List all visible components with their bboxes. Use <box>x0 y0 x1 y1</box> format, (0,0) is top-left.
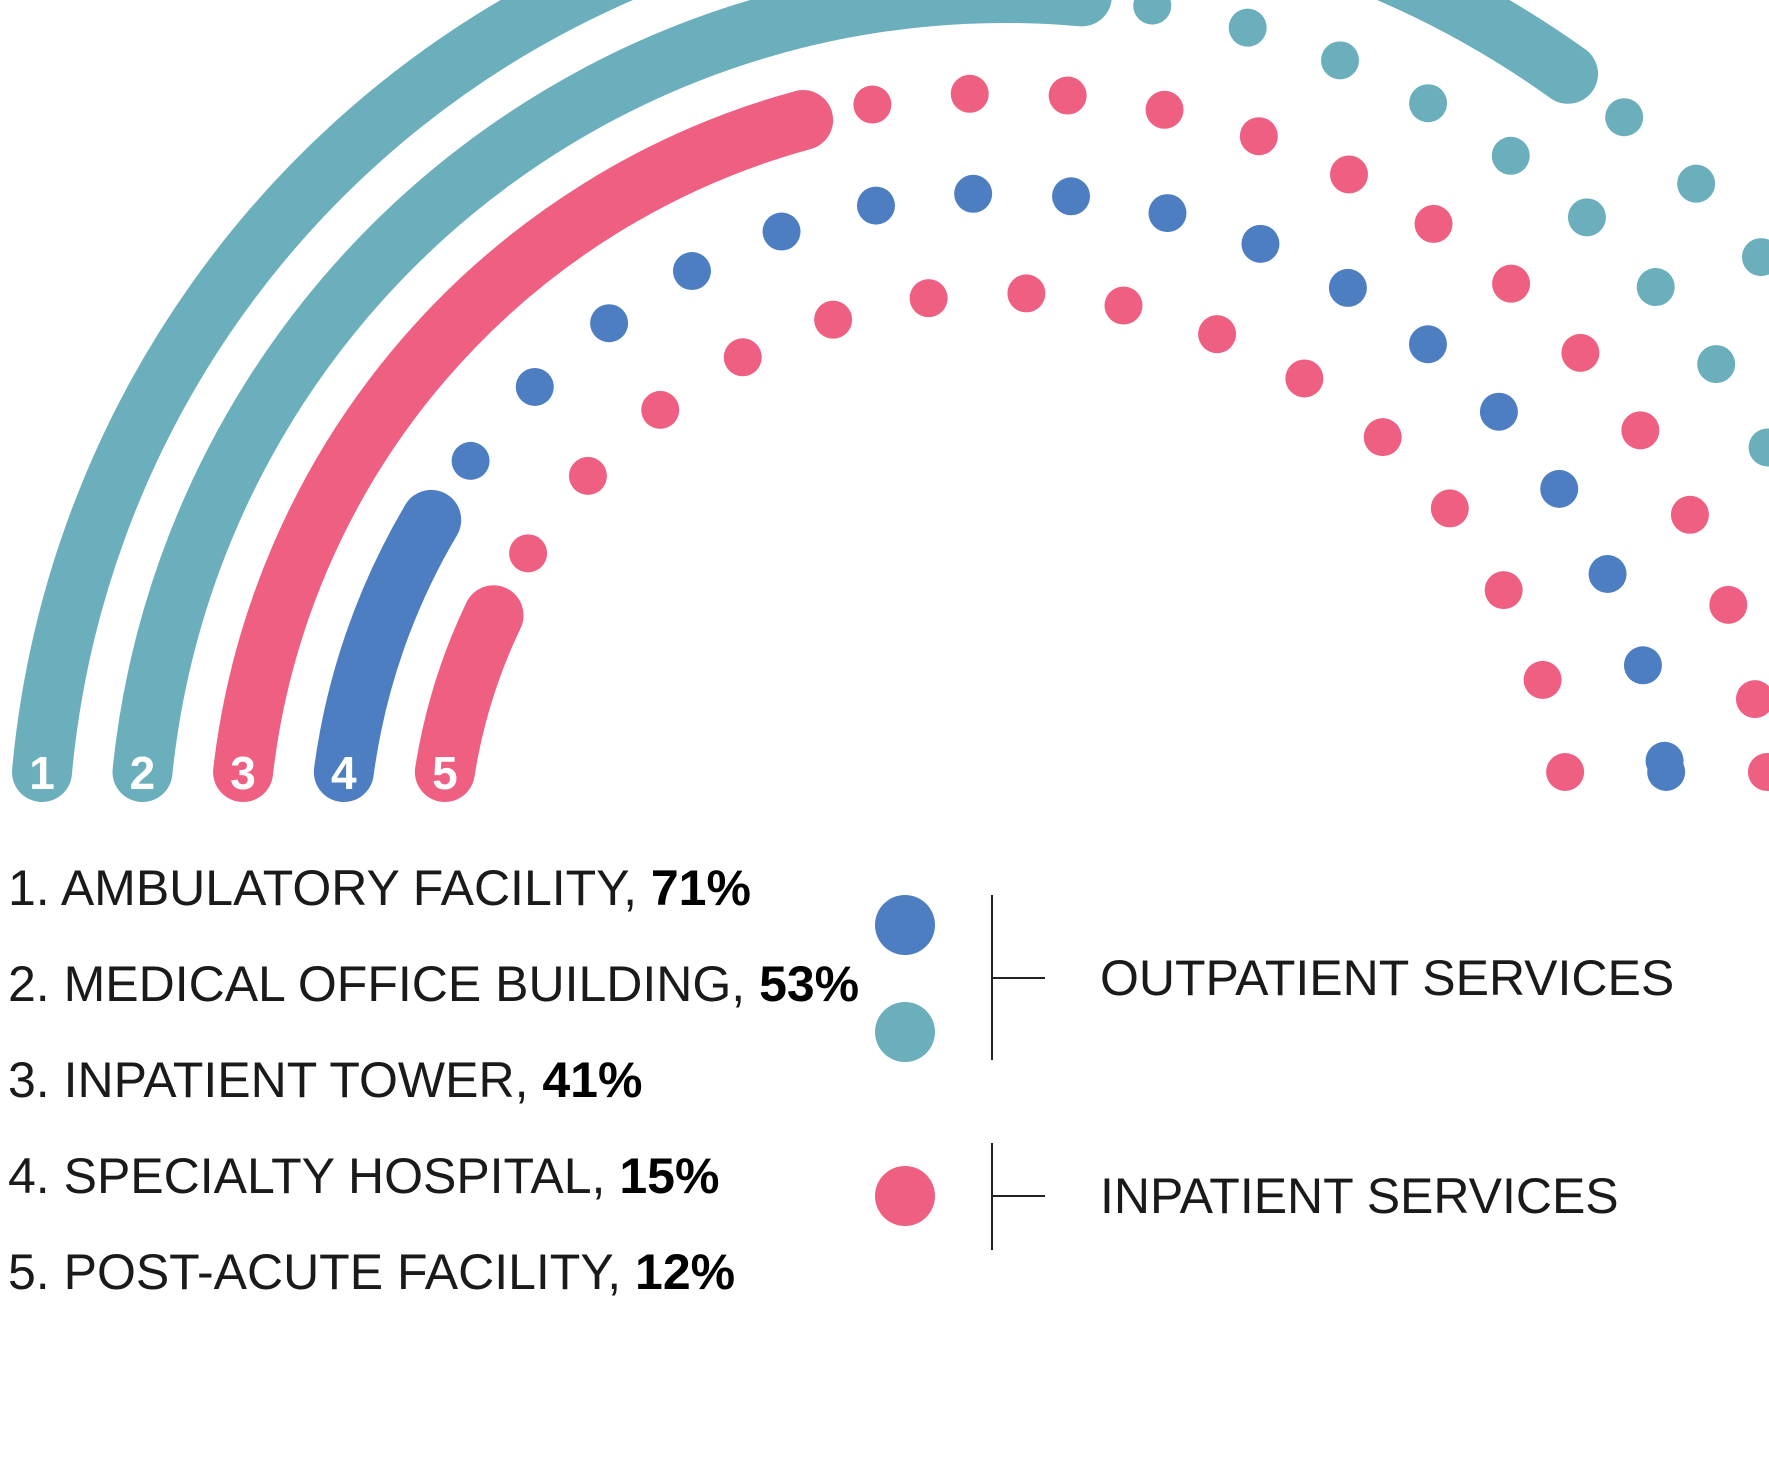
remainder-dot-4 <box>1241 224 1280 263</box>
category-label-3: 3. INPATIENT TOWER, 41% <box>8 1052 642 1108</box>
remainder-dot-2 <box>1697 345 1736 384</box>
arc-bar-1 <box>12 0 1599 802</box>
remainder-dot-3 <box>1735 680 1769 719</box>
remainder-dot-2 <box>1228 8 1267 47</box>
category-label-1: 1. AMBULATORY FACILITY, 71% <box>8 860 751 916</box>
arc-bar-3 <box>213 90 834 802</box>
remainder-dot-1 <box>1605 98 1644 137</box>
remainder-dots <box>451 0 1769 791</box>
arc-number-2: 2 <box>130 747 156 799</box>
arc-number-3: 3 <box>230 747 256 799</box>
remainder-dot-2 <box>1321 41 1360 80</box>
remainder-dot-3 <box>1145 90 1184 129</box>
remainder-dot-5 <box>909 279 948 318</box>
remainder-dot-5 <box>814 300 853 339</box>
remainder-dot-3 <box>1239 117 1278 156</box>
remainder-dot-2 <box>1491 136 1530 175</box>
remainder-dot-2 <box>1636 268 1675 307</box>
remainder-dot-5 <box>1523 660 1562 699</box>
category-name: 5. POST-ACUTE FACILITY, <box>8 1244 635 1300</box>
remainder-dot-5 <box>1363 418 1402 457</box>
remainder-dot-4 <box>1647 753 1686 791</box>
remainder-dot-5 <box>723 338 762 377</box>
arc-number-1: 1 <box>29 747 55 799</box>
remainder-dot-4 <box>1148 194 1187 233</box>
category-value: 53% <box>759 956 859 1012</box>
remainder-dot-2 <box>1133 0 1172 25</box>
remainder-dot-2 <box>1748 428 1769 467</box>
remainder-dot-4 <box>762 212 801 251</box>
legend-label-inpatient: INPATIENT SERVICES <box>1100 1168 1619 1224</box>
category-name: 4. SPECIALTY HOSPITAL, <box>8 1148 619 1204</box>
remainder-dot-5 <box>1430 489 1469 528</box>
category-list: 1. AMBULATORY FACILITY, 71% 2. MEDICAL OF… <box>8 860 859 1300</box>
remainder-dot-4 <box>1540 469 1579 508</box>
legend: OUTPATIENT SERVICES INPATIENT SERVICES <box>875 895 1674 1250</box>
category-label-4: 4. SPECIALTY HOSPITAL, 15% <box>8 1148 719 1204</box>
arc-numbers: 1 2 3 4 5 <box>29 747 457 799</box>
remainder-dot-4 <box>1623 646 1662 685</box>
category-label-2: 2. MEDICAL OFFICE BUILDING, 53% <box>8 956 859 1012</box>
category-value: 15% <box>619 1148 719 1204</box>
remainder-dot-1 <box>1677 164 1716 203</box>
remainder-dot-5 <box>1546 753 1585 791</box>
remainder-dot-3 <box>853 85 892 124</box>
category-label-5: 5. POST-ACUTE FACILITY, 12% <box>8 1244 735 1300</box>
remainder-dot-4 <box>1408 325 1447 364</box>
remainder-dot-4 <box>590 304 629 343</box>
remainder-dot-2 <box>1409 84 1448 123</box>
remainder-dot-3 <box>1492 264 1531 303</box>
remainder-dot-5 <box>1007 274 1046 313</box>
remainder-dot-3 <box>1709 585 1748 624</box>
remainder-dot-1 <box>1742 238 1769 277</box>
remainder-dot-4 <box>856 186 895 225</box>
remainder-dot-5 <box>1285 359 1324 398</box>
legend-dot-teal <box>875 1002 935 1062</box>
remainder-dot-4 <box>1479 392 1518 431</box>
remainder-dot-5 <box>1198 315 1237 354</box>
legend-label-outpatient: OUTPATIENT SERVICES <box>1100 950 1674 1006</box>
arc-bar-2 <box>112 0 1112 802</box>
remainder-dot-3 <box>1330 155 1368 194</box>
remainder-dot-2 <box>1567 198 1606 237</box>
remainder-dot-3 <box>1048 76 1087 115</box>
remainder-dot-5 <box>509 534 548 573</box>
arc-number-5: 5 <box>432 747 458 799</box>
remainder-dot-5 <box>568 456 607 495</box>
remainder-dot-4 <box>1328 268 1367 307</box>
remainder-dot-5 <box>1484 571 1523 610</box>
remainder-dot-3 <box>1747 753 1769 791</box>
category-value: 12% <box>635 1244 735 1300</box>
category-value: 71% <box>651 860 751 916</box>
arc-bar-5 <box>414 585 524 802</box>
remainder-dot-3 <box>1670 495 1709 534</box>
remainder-dot-4 <box>1052 177 1091 216</box>
category-value: 41% <box>542 1052 642 1108</box>
remainder-dot-4 <box>451 441 490 480</box>
remainder-dot-3 <box>950 74 989 113</box>
remainder-dot-4 <box>1588 555 1627 593</box>
arc-bar-4 <box>313 489 462 802</box>
remainder-dot-3 <box>1414 204 1453 243</box>
arc-number-4: 4 <box>331 747 357 799</box>
legend-dot-blue <box>875 895 935 955</box>
remainder-dot-5 <box>641 390 680 429</box>
category-name: 2. MEDICAL OFFICE BUILDING, <box>8 956 759 1012</box>
arc-bars <box>12 0 1599 802</box>
remainder-dot-3 <box>1561 333 1600 372</box>
legend-dot-pink <box>875 1166 935 1226</box>
remainder-dot-4 <box>954 174 993 213</box>
remainder-dot-4 <box>672 252 711 291</box>
remainder-dot-3 <box>1621 411 1660 450</box>
remainder-dot-5 <box>1104 286 1143 325</box>
remainder-dot-4 <box>515 367 554 406</box>
category-name: 1. AMBULATORY FACILITY, <box>8 860 651 916</box>
category-name: 3. INPATIENT TOWER, <box>8 1052 542 1108</box>
